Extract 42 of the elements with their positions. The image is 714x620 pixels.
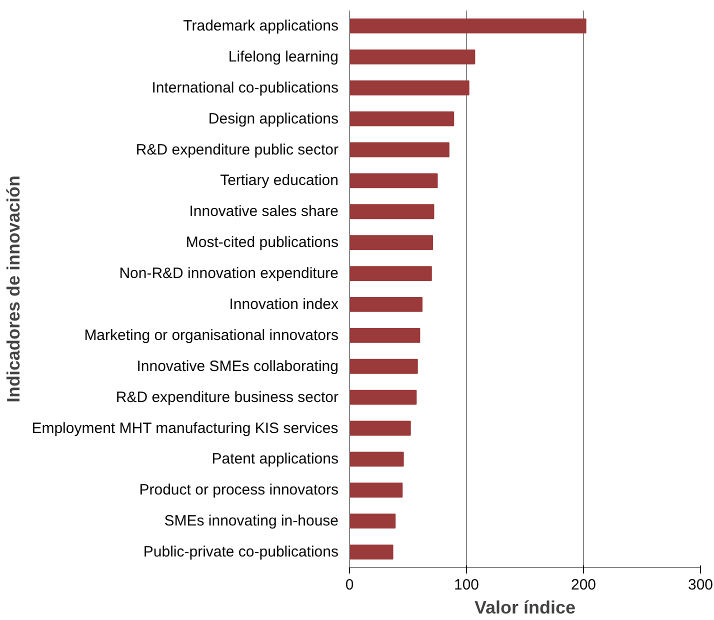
bar bbox=[350, 420, 411, 436]
bar bbox=[350, 266, 432, 281]
x-tick-label: 0 bbox=[345, 576, 354, 594]
bar bbox=[350, 80, 470, 96]
bar bbox=[350, 482, 403, 498]
y-tick-label: SMEs innovating in-house bbox=[164, 512, 338, 530]
y-tick-label: Innovation index bbox=[229, 296, 339, 313]
y-tick-label: Innovative sales share bbox=[189, 203, 339, 220]
x-tick-label: 200 bbox=[570, 576, 596, 594]
x-tick-label: 300 bbox=[688, 576, 714, 594]
y-tick-label: Non-R&D innovation expenditure bbox=[119, 265, 338, 282]
bar bbox=[350, 297, 423, 312]
bar bbox=[350, 142, 450, 158]
x-axis-title: Valor índice bbox=[474, 598, 576, 618]
y-axis-title: Indicadores de innovación bbox=[4, 175, 24, 403]
y-tick-label: Public-private co-publications bbox=[143, 544, 339, 561]
bar bbox=[350, 173, 438, 188]
y-tick-label: Marketing or organisational innovators bbox=[84, 326, 339, 344]
y-tick-label: Lifelong learning bbox=[228, 48, 339, 66]
bar bbox=[350, 235, 434, 250]
bar bbox=[350, 204, 434, 220]
y-tick-label: Trademark applications bbox=[183, 17, 339, 34]
y-tick-label: Product or process innovators bbox=[139, 482, 339, 499]
bar bbox=[350, 328, 420, 343]
bar bbox=[350, 111, 454, 126]
y-tick-label: R&D expenditure business sector bbox=[116, 388, 339, 406]
y-tick-label: Design applications bbox=[208, 110, 338, 128]
y-tick-label: Patent applications bbox=[212, 450, 339, 468]
bar bbox=[350, 514, 396, 529]
bar bbox=[350, 18, 586, 34]
bar bbox=[350, 390, 417, 405]
y-tick-label: Most-cited publications bbox=[186, 234, 339, 252]
y-tick-label: Innovative SMEs collaborating bbox=[136, 358, 339, 375]
y-tick-label: Employment MHT manufacturing KIS services bbox=[32, 420, 338, 437]
bar bbox=[350, 544, 394, 560]
bar bbox=[350, 49, 476, 64]
x-tick-label: 100 bbox=[454, 576, 480, 594]
y-tick-label: International co-publications bbox=[152, 79, 339, 96]
y-tick-label: R&D expenditure public sector bbox=[136, 141, 339, 158]
bar bbox=[350, 358, 418, 374]
bar bbox=[350, 452, 404, 467]
y-tick-label: Tertiary education bbox=[220, 172, 339, 190]
